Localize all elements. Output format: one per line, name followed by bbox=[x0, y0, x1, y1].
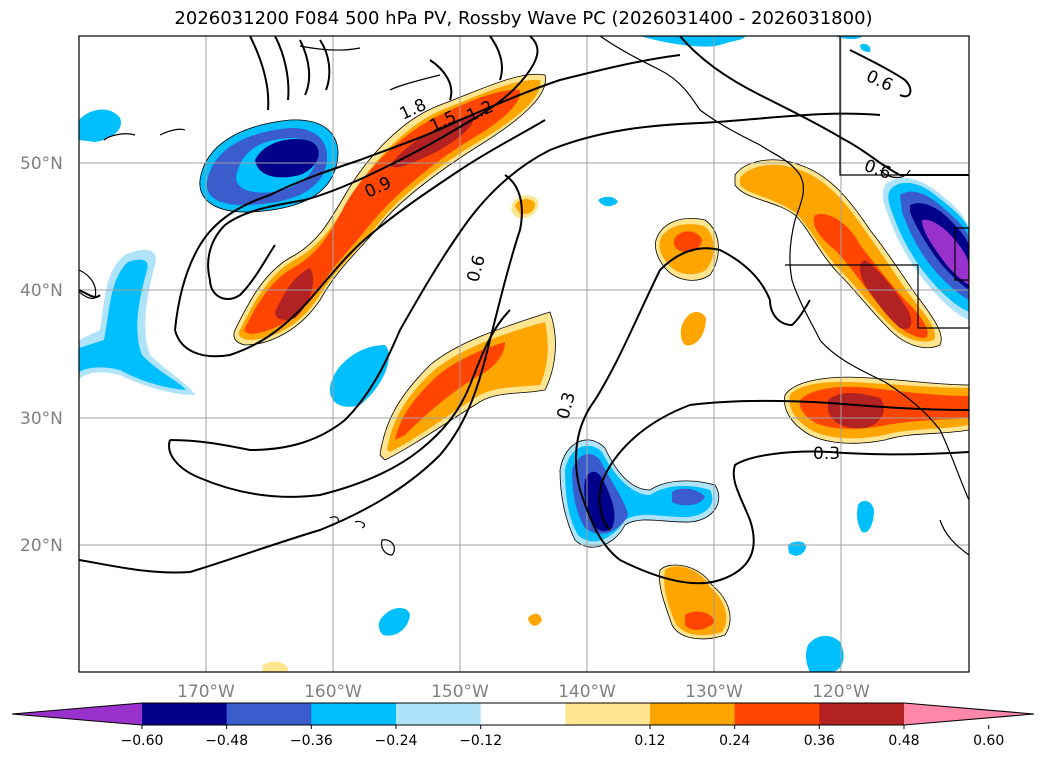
colorbar-segment bbox=[819, 703, 905, 725]
colorbar: −0.60 −0.48 −0.36 −0.24 −0.12 0.12 0.24 0.36 0.4… bbox=[11, 702, 1035, 749]
contour-label: 0.3 bbox=[813, 444, 840, 464]
lon-label-120w: 120°W bbox=[812, 682, 870, 702]
colorbar-segment bbox=[142, 703, 228, 725]
colorbar-segment bbox=[734, 703, 820, 725]
pv-contours bbox=[79, 36, 969, 585]
colorbar-segment bbox=[226, 703, 312, 725]
lon-label-130w: 130°W bbox=[685, 682, 743, 702]
anomaly-outlines bbox=[199, 73, 969, 640]
latitude-labels: 50°N 40°N 30°N 20°N bbox=[20, 154, 63, 556]
map-frame bbox=[78, 35, 970, 673]
lat-label-30n: 30°N bbox=[20, 409, 63, 429]
colorbar-tick-label: −0.36 bbox=[290, 733, 333, 749]
colorbar-extend-min bbox=[12, 703, 142, 725]
lon-label-170w: 170°W bbox=[177, 682, 235, 702]
coastlines bbox=[79, 36, 969, 556]
colorbar-segment bbox=[396, 703, 482, 725]
colorbar-segment bbox=[650, 703, 736, 725]
grid-lines bbox=[79, 36, 969, 672]
colorbar-tick-label: −0.48 bbox=[205, 733, 248, 749]
lon-label-160w: 160°W bbox=[304, 682, 362, 702]
colorbar-extend-max bbox=[904, 703, 1034, 725]
colorbar-segment bbox=[480, 703, 566, 725]
map-title: 2026031200 F084 500 hPa PV, Rossby Wave … bbox=[174, 8, 873, 29]
lat-label-20n: 20°N bbox=[20, 536, 63, 556]
lon-label-140w: 140°W bbox=[558, 682, 616, 702]
colorbar-tick-label: −0.24 bbox=[375, 733, 418, 749]
colorbar-tick-label: 0.36 bbox=[804, 733, 835, 749]
colorbar-tick-label: 0.48 bbox=[888, 733, 919, 749]
colorbar-segment bbox=[311, 703, 397, 725]
lat-label-40n: 40°N bbox=[20, 281, 63, 301]
lat-label-50n: 50°N bbox=[20, 154, 63, 174]
anomaly-fills bbox=[79, 36, 969, 672]
colorbar-tick-label: 0.24 bbox=[719, 733, 750, 749]
colorbar-tick-label: −0.60 bbox=[121, 733, 164, 749]
lon-label-150w: 150°W bbox=[431, 682, 489, 702]
colorbar-tick-label: 0.60 bbox=[973, 733, 1004, 749]
colorbar-tick-label: −0.12 bbox=[459, 733, 502, 749]
longitude-labels: 170°W 160°W 150°W 140°W 130°W 120°W bbox=[177, 682, 870, 702]
colorbar-tick-label: 0.12 bbox=[634, 733, 665, 749]
colorbar-segment bbox=[565, 703, 651, 725]
